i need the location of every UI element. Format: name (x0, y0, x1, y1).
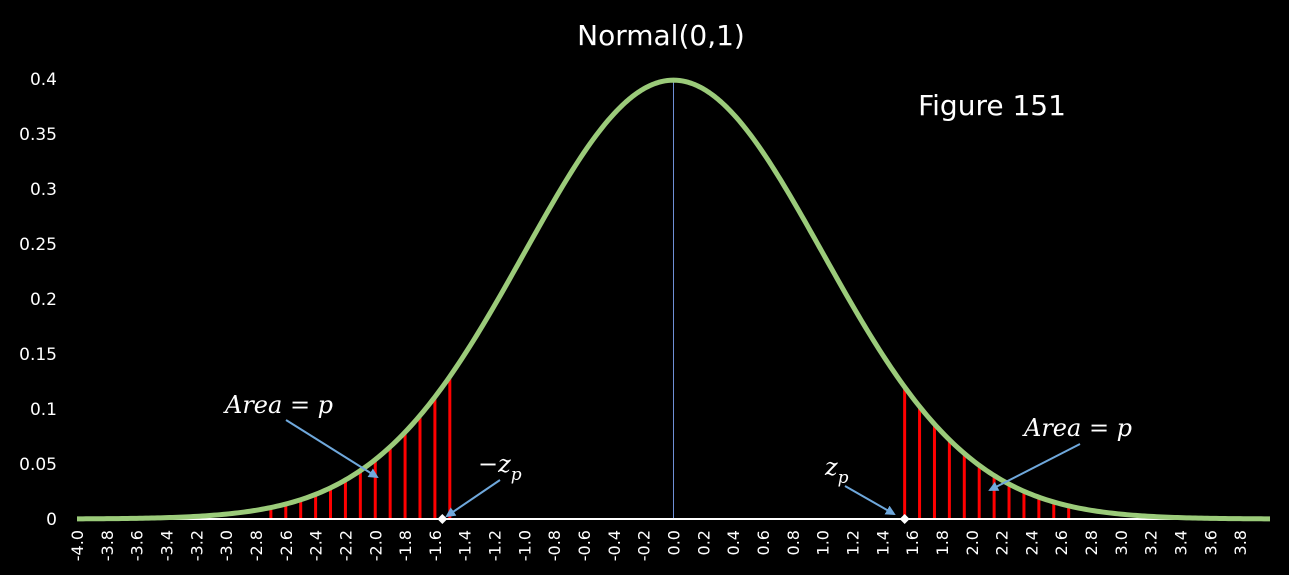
y-tick-label: 0.35 (19, 125, 57, 145)
pos-z-marker (899, 514, 910, 524)
x-tick-label: -2.2 (336, 530, 355, 561)
x-tick-label: -3.6 (128, 530, 147, 561)
x-tick-label: -0.2 (635, 530, 654, 561)
x-tick-label: 3.2 (1142, 530, 1161, 555)
pos-z-label: zp (824, 453, 849, 488)
left-area-arrow (285, 419, 379, 479)
x-tick-label: -2.4 (307, 530, 326, 561)
x-tick-label: 3.8 (1231, 530, 1250, 555)
y-tick-label: 0 (46, 510, 57, 530)
y-tick-label: 0.3 (30, 180, 57, 200)
x-tick-label: 1.2 (843, 530, 862, 555)
pos-z-arrow (844, 485, 896, 515)
x-tick-label: -0.8 (545, 530, 564, 561)
right-area-label: Area = p (1022, 414, 1132, 442)
x-tick-label: 0.0 (665, 530, 684, 555)
x-axis-ticks: -4.0 -3.8 -3.6 -3.4 -3.2 -3.0 -2.8 -2.6 -2.4 -2.2… (68, 530, 1250, 561)
x-tick-label: 0.4 (724, 530, 743, 555)
y-axis-ticks: 0 0.05 0.1 0.15 0.2 0.25 0.3 0.35 0.4 (19, 70, 57, 530)
figure-label: Figure 151 (918, 89, 1066, 122)
x-tick-label: 1.8 (933, 530, 952, 555)
x-tick-label: -3.8 (98, 530, 117, 561)
x-tick-label: 2.2 (993, 530, 1012, 555)
x-tick-label: 2.6 (1052, 530, 1071, 555)
x-tick-label: 0.6 (754, 530, 773, 555)
y-tick-label: 0.2 (30, 290, 57, 310)
x-tick-label: -2.8 (247, 530, 266, 561)
neg-z-arrow (445, 479, 501, 518)
x-tick-label: -4.0 (68, 530, 87, 561)
x-tick-label: -2.6 (277, 530, 296, 561)
x-tick-label: 1.0 (814, 530, 833, 555)
y-tick-label: 0.25 (19, 235, 57, 255)
left-area-label: Area = p (223, 391, 333, 419)
x-tick-label: 2.0 (963, 530, 982, 555)
x-tick-label: 3.6 (1201, 530, 1220, 555)
y-tick-label: 0.15 (19, 345, 57, 365)
x-tick-label: 0.2 (694, 530, 713, 555)
x-tick-label: 1.6 (903, 530, 922, 555)
x-tick-label: -3.2 (187, 530, 206, 561)
x-tick-label: 0.8 (784, 530, 803, 555)
x-tick-label: 3.4 (1172, 530, 1191, 555)
x-tick-label: -1.8 (396, 530, 415, 561)
x-tick-label: -0.4 (605, 530, 624, 561)
x-tick-label: 1.4 (873, 530, 892, 555)
x-tick-label: -0.6 (575, 530, 594, 561)
right-area-arrow (988, 443, 1081, 491)
x-tick-label: 2.8 (1082, 530, 1101, 555)
x-tick-label: -3.4 (157, 530, 176, 561)
x-tick-label: -3.0 (217, 530, 236, 561)
y-tick-label: 0.05 (19, 455, 57, 475)
x-tick-label: -1.4 (456, 530, 475, 561)
y-tick-label: 0.1 (30, 400, 57, 420)
left-tail-shading (269, 376, 452, 519)
density-curve (76, 77, 1271, 522)
neg-z-label: −zp (478, 450, 522, 485)
x-tick-label: 2.4 (1022, 530, 1041, 555)
right-tail-shading (903, 386, 1071, 519)
x-tick-label: -1.6 (426, 530, 445, 561)
x-tick-label: 3.0 (1112, 530, 1131, 555)
chart-title: Normal(0,1) (577, 19, 745, 52)
y-tick-label: 0.4 (30, 70, 57, 90)
neg-z-marker (437, 514, 448, 524)
x-tick-label: -1.2 (486, 530, 505, 561)
x-tick-label: -1.0 (515, 530, 534, 561)
x-tick-label: -2.0 (366, 530, 385, 561)
